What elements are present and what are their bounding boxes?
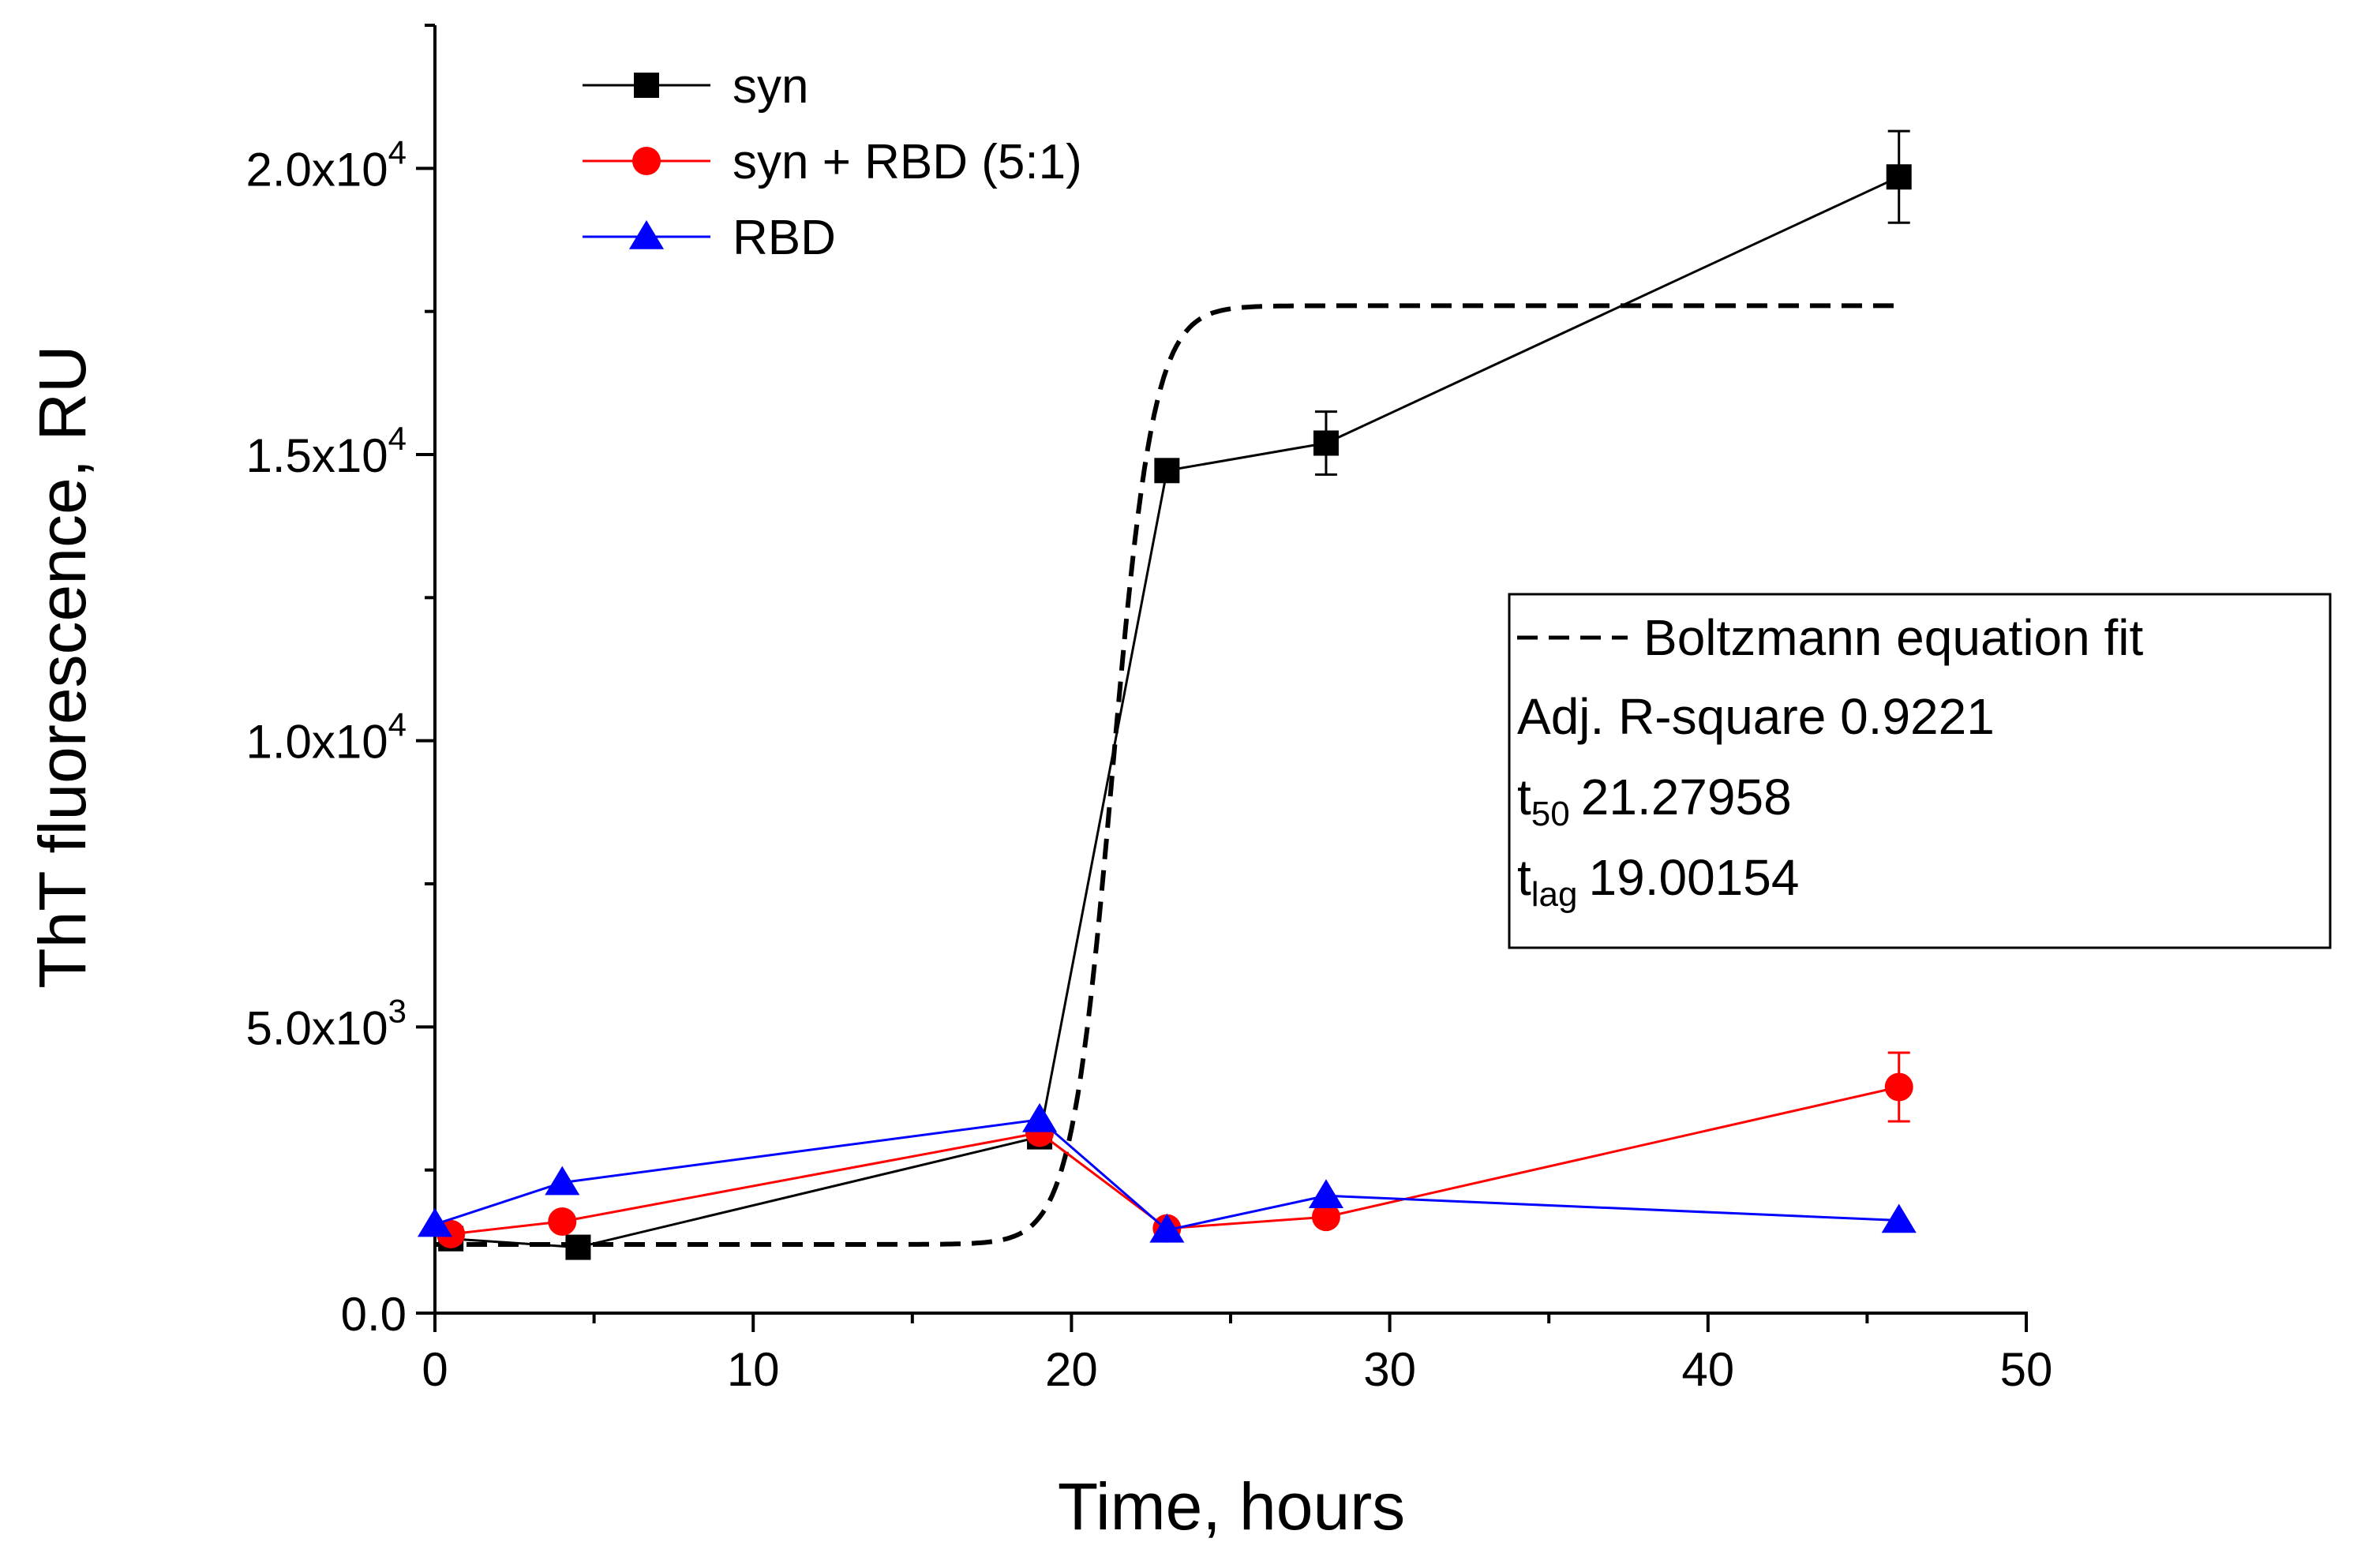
series-layer (417, 129, 1917, 1260)
x-tick-label: 20 (1045, 1343, 1098, 1396)
data-point-rbd (1149, 1213, 1185, 1243)
series-syn-rbd (437, 1051, 1913, 1248)
data-point-syn (1886, 164, 1912, 190)
annotation-frame (1508, 593, 2332, 949)
legend-label-syn: syn (733, 59, 808, 114)
legend-label-rbd: RBD (733, 211, 836, 265)
legend-marker-rbd (628, 220, 665, 249)
y-tick-label-exponent: 4 (388, 133, 407, 170)
y-tick-label-exponent: 4 (388, 420, 407, 457)
x-tick-labels: 0 10 20 30 40 50 (422, 1343, 2052, 1396)
series-line-rbd (434, 1118, 1899, 1232)
annotation-t50-sub: 50 (1531, 795, 1570, 833)
legend: syn syn + RBD (5:1) RBD (583, 59, 1082, 265)
x-axis-label: Time, hours (1058, 1469, 1405, 1544)
data-point-syn-rbd (548, 1207, 577, 1236)
annotation-tlag-value: 19.00154 (1589, 849, 1800, 906)
data-point-syn-rbd (1311, 1203, 1340, 1232)
annotation-fit-title: Boltzmann equation fit (1643, 609, 2144, 666)
data-point-syn (565, 1234, 591, 1260)
fit-layer (435, 303, 1899, 1247)
annotation-tlag: tlag 19.00154 (1517, 849, 1799, 914)
annotation-r-square: Adj. R-square 0.9221 (1517, 688, 1995, 745)
y-tick-label-base: 2.0x10 (245, 143, 388, 196)
data-point-syn (1313, 430, 1339, 456)
y-axis-label: ThT fluorescence, RU (25, 345, 99, 988)
data-point-syn (1154, 458, 1180, 484)
y-tick-label: 0.0 (341, 1288, 407, 1341)
x-ticks (433, 1313, 2028, 1332)
data-point-rbd (1308, 1179, 1344, 1209)
y-ticks (416, 24, 435, 1315)
annotation-t50: t50 21.27958 (1517, 769, 1792, 833)
legend-marker-syn-rbd (632, 147, 661, 175)
annotation-tlag-sub: lag (1531, 875, 1578, 914)
data-point-rbd (417, 1207, 453, 1237)
data-point-rbd (1881, 1203, 1917, 1233)
y-tick-label: 2.0x104 (245, 133, 407, 196)
y-tick-label-exponent: 3 (388, 992, 407, 1029)
x-tick-label: 30 (1363, 1343, 1416, 1396)
x-tick-label: 50 (2000, 1343, 2053, 1396)
y-tick-label-base: 1.5x10 (245, 429, 388, 482)
y-tick-label: 1.0x104 (245, 706, 407, 769)
fit-curve (435, 303, 1899, 1247)
data-point-syn-rbd (1884, 1072, 1913, 1102)
annotation-box: Boltzmann equation fit Adj. R-square 0.9… (1508, 593, 2332, 949)
legend-marker-syn (634, 73, 659, 98)
series-line-syn-rbd (451, 1086, 1900, 1236)
x-tick-label: 40 (1681, 1343, 1734, 1396)
x-tick-label: 10 (727, 1343, 780, 1396)
series-line-syn (451, 175, 1900, 1249)
y-tick-label-base: 0.0 (341, 1288, 407, 1341)
y-tick-label: 1.5x104 (245, 420, 407, 482)
data-point-rbd (1022, 1102, 1058, 1132)
legend-label-syn-rbd: syn + RBD (5:1) (733, 135, 1082, 189)
x-tick-label: 0 (422, 1343, 448, 1396)
y-tick-label: 5.0x103 (245, 992, 407, 1054)
annotation-t50-value: 21.27958 (1581, 769, 1792, 825)
series-rbd (417, 1102, 1917, 1243)
y-tick-label-base: 1.0x10 (245, 716, 388, 769)
y-tick-label-base: 5.0x10 (245, 1001, 388, 1054)
annotation-t50-main: t (1517, 769, 1531, 825)
y-tick-label-exponent: 4 (388, 706, 407, 743)
data-point-rbd (545, 1166, 580, 1196)
annotation-tlag-main: t (1517, 849, 1531, 906)
